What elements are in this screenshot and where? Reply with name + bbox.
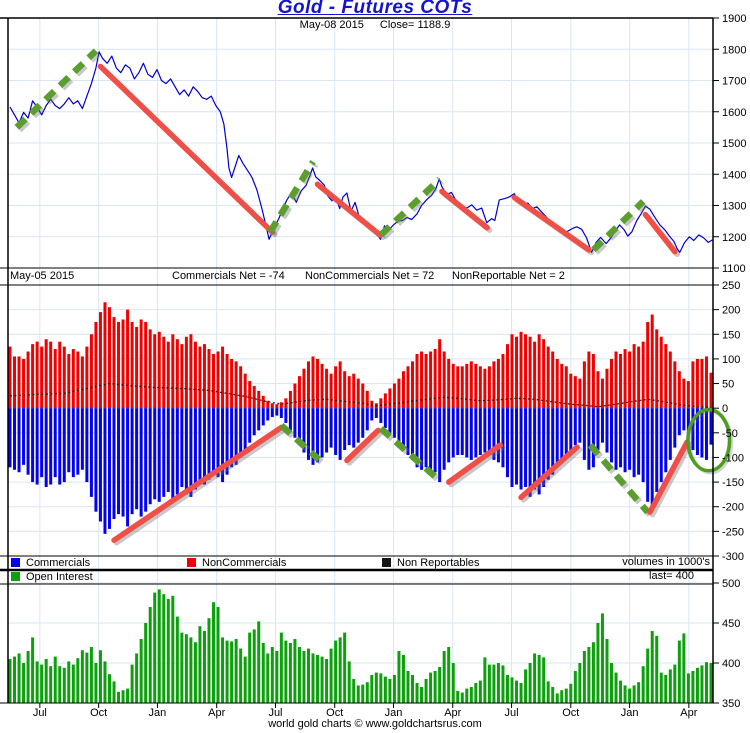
x-tick-label: Jan bbox=[385, 707, 403, 719]
y-tick-label: -250 bbox=[722, 526, 744, 538]
y-tick-label: 1500 bbox=[722, 138, 746, 150]
cot-strip-commercials-net: Commercials Net = -74 bbox=[172, 270, 285, 282]
highlight-ellipse bbox=[686, 407, 732, 473]
chart-subtitle: May-08 2015 Close= 1188.9 bbox=[0, 19, 750, 31]
trend-annotations bbox=[14, 48, 734, 546]
x-tick-label: Jan bbox=[621, 707, 639, 719]
cot-bars-commercials bbox=[8, 408, 713, 534]
y-tick-label: 350 bbox=[722, 698, 740, 710]
legend-nonreportables: Non Reportables bbox=[382, 557, 480, 570]
cot-strip-noncommercials-net: NonCommercials Net = 72 bbox=[305, 270, 435, 282]
cot-strip-date: May-05 2015 bbox=[10, 270, 75, 282]
volumes-note: volumes in 1000's bbox=[622, 556, 710, 568]
y-tick-label: 450 bbox=[722, 618, 740, 630]
y-tick-label: 50 bbox=[722, 379, 734, 391]
noncommercials-swatch-icon bbox=[187, 558, 196, 567]
y-tick-label: -150 bbox=[722, 477, 744, 489]
y-tick-label: 1800 bbox=[722, 44, 746, 56]
legend-noncommercials: NonCommercials bbox=[187, 557, 286, 570]
y-tick-label: -50 bbox=[722, 428, 738, 440]
legend-open-interest: Open Interest bbox=[11, 571, 93, 584]
commercials-swatch-icon bbox=[11, 558, 20, 567]
y-tick-label: 1400 bbox=[722, 169, 746, 181]
y-tick-label: 1900 bbox=[722, 13, 746, 25]
subtitle-close: Close= 1188.9 bbox=[379, 19, 451, 31]
axes-and-ticks: 1900180017001600150014001300120011002502… bbox=[0, 13, 746, 719]
open-interest-swatch-icon bbox=[11, 572, 20, 581]
x-tick-label: Apr bbox=[208, 707, 225, 719]
y-tick-label: -200 bbox=[722, 502, 744, 514]
cot-strip-nonreportable-net: NonReportable Net = 2 bbox=[452, 270, 565, 282]
open-interest-bars bbox=[8, 589, 713, 703]
y-tick-label: 100 bbox=[722, 354, 740, 366]
y-tick-label: 0 bbox=[722, 403, 728, 415]
y-tick-label: 500 bbox=[722, 578, 740, 590]
nonreportables-swatch-icon bbox=[382, 558, 391, 567]
y-tick-label: 400 bbox=[722, 658, 740, 670]
x-tick-label: Apr bbox=[680, 707, 697, 719]
y-tick-label: -100 bbox=[722, 452, 744, 464]
last-note: last= 400 bbox=[649, 570, 694, 582]
x-tick-label: Jul bbox=[505, 707, 519, 719]
credit-footer: world gold charts © www.goldchartsrus.co… bbox=[268, 718, 482, 730]
y-tick-label: -300 bbox=[722, 551, 744, 563]
bars-layer bbox=[8, 302, 713, 703]
y-tick-label: 1100 bbox=[722, 263, 746, 275]
x-tick-label: Jul bbox=[33, 707, 47, 719]
x-tick-label: Oct bbox=[562, 707, 579, 719]
x-tick-label: Apr bbox=[444, 707, 461, 719]
y-tick-label: 1600 bbox=[722, 107, 746, 119]
y-tick-label: 250 bbox=[722, 280, 740, 292]
subtitle-date: May-08 2015 bbox=[299, 19, 364, 31]
x-tick-label: Oct bbox=[90, 707, 107, 719]
x-tick-label: Oct bbox=[326, 707, 343, 719]
chart-title: Gold - Futures COTs bbox=[277, 0, 473, 18]
cot-bars-noncommercials bbox=[8, 302, 713, 409]
y-tick-label: 200 bbox=[722, 305, 740, 317]
x-tick-label: Jan bbox=[149, 707, 167, 719]
y-tick-label: 150 bbox=[722, 329, 740, 341]
y-tick-label: 1300 bbox=[722, 201, 746, 213]
legend-commercials: Commercials bbox=[11, 557, 90, 570]
x-tick-label: Jul bbox=[268, 707, 282, 719]
nonreportables-line bbox=[9, 382, 712, 408]
y-tick-label: 1200 bbox=[722, 232, 746, 244]
y-tick-label: 1700 bbox=[722, 76, 746, 88]
